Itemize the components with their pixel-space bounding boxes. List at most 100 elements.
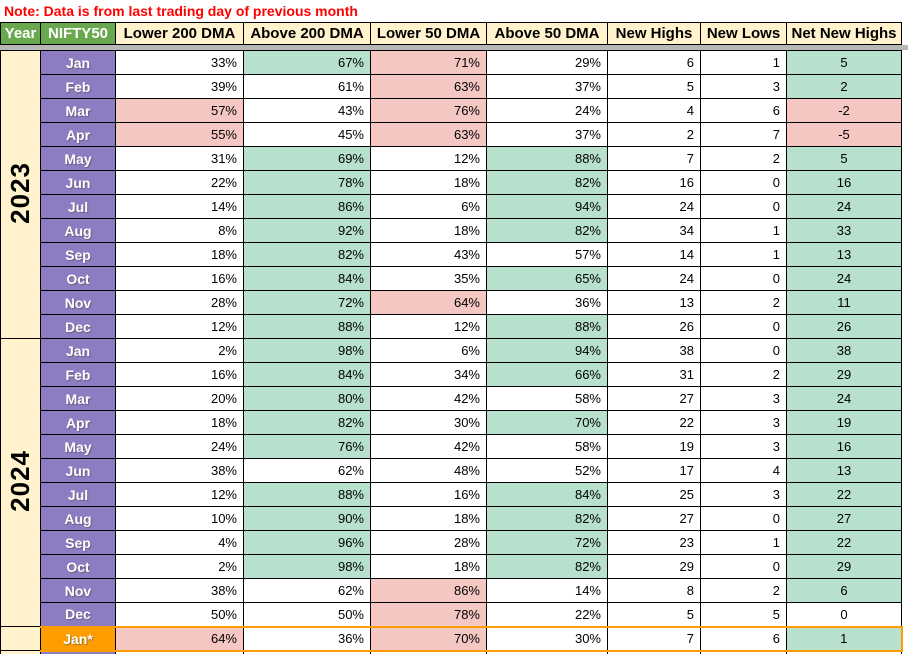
cell-new-highs[interactable]: 27	[607, 386, 701, 411]
cell-lower-50-dma[interactable]: 43%	[370, 242, 487, 267]
header-lower-200-dma[interactable]: Lower 200 DMA	[115, 22, 244, 45]
cell-new-highs[interactable]: 24	[607, 266, 701, 291]
month-cell[interactable]: Sep	[40, 530, 116, 555]
cell-lower-200-dma[interactable]: 64%	[115, 625, 244, 652]
cell-net-new-highs[interactable]: 0	[786, 602, 902, 627]
cell-lower-50-dma[interactable]: 42%	[370, 386, 487, 411]
cell-new-lows[interactable]: 3	[700, 74, 787, 99]
cell-lower-50-dma[interactable]: 18%	[370, 554, 487, 579]
cell-new-highs[interactable]: 7	[607, 146, 701, 171]
cell-lower-200-dma[interactable]: 33%	[115, 50, 244, 75]
cell-above-50-dma[interactable]: 14%	[486, 578, 608, 603]
cell-new-lows[interactable]: 6	[700, 625, 787, 652]
cell-above-50-dma[interactable]: 37%	[486, 122, 608, 147]
cell-new-highs[interactable]: 19	[607, 434, 701, 459]
cell-new-lows[interactable]: 1	[700, 530, 787, 555]
cell-net-new-highs[interactable]: 24	[786, 194, 902, 219]
month-cell[interactable]: May	[40, 146, 116, 171]
cell-above-50-dma[interactable]: 82%	[486, 554, 608, 579]
cell-lower-50-dma[interactable]: 16%	[370, 482, 487, 507]
cell-net-new-highs[interactable]: 2	[786, 74, 902, 99]
cell-above-50-dma[interactable]: 82%	[486, 506, 608, 531]
cell-above-200-dma[interactable]: 90%	[243, 506, 371, 531]
cell-lower-200-dma[interactable]: 2%	[115, 338, 244, 363]
cell-new-highs[interactable]: 38	[607, 338, 701, 363]
cell-lower-50-dma[interactable]: 63%	[370, 122, 487, 147]
month-cell[interactable]: Dec	[40, 314, 116, 339]
header-lower-50-dma[interactable]: Lower 50 DMA	[370, 22, 487, 45]
month-cell[interactable]: Aug	[40, 218, 116, 243]
cell-new-lows[interactable]: 6	[700, 98, 787, 123]
cell-above-200-dma[interactable]: 82%	[243, 242, 371, 267]
month-cell[interactable]: Jun	[40, 458, 116, 483]
cell-new-highs[interactable]: 16	[607, 170, 701, 195]
cell-lower-50-dma[interactable]: 71%	[370, 50, 487, 75]
month-cell[interactable]: Nov	[40, 578, 116, 603]
cell-new-highs[interactable]: 5	[607, 602, 701, 627]
header-new-highs[interactable]: New Highs	[607, 22, 701, 45]
month-cell[interactable]: Oct	[40, 266, 116, 291]
cell-lower-50-dma[interactable]: 76%	[370, 98, 487, 123]
month-cell[interactable]: Mar	[40, 98, 116, 123]
month-cell[interactable]: Jun	[40, 170, 116, 195]
year-cell[interactable]: 2023	[0, 50, 41, 339]
cell-net-new-highs[interactable]: 13	[786, 242, 902, 267]
cell-lower-50-dma[interactable]: 30%	[370, 410, 487, 435]
cell-new-highs[interactable]: 6	[607, 50, 701, 75]
cell-net-new-highs[interactable]: 26	[786, 314, 902, 339]
cell-net-new-highs[interactable]: 24	[786, 386, 902, 411]
month-cell[interactable]: Dec	[40, 602, 116, 627]
cell-lower-200-dma[interactable]: 31%	[115, 146, 244, 171]
cell-above-200-dma[interactable]: 67%	[243, 50, 371, 75]
cell-lower-200-dma[interactable]: 57%	[115, 98, 244, 123]
header-year[interactable]: Year	[0, 22, 41, 45]
cell-new-highs[interactable]: 4	[607, 98, 701, 123]
month-cell[interactable]: May	[40, 434, 116, 459]
cell-above-200-dma[interactable]: 76%	[243, 434, 371, 459]
cell-new-highs[interactable]: 24	[607, 194, 701, 219]
cell-lower-200-dma[interactable]: 18%	[115, 410, 244, 435]
cell-net-new-highs[interactable]: 5	[786, 50, 902, 75]
cell-new-highs[interactable]: 25	[607, 482, 701, 507]
cell-lower-50-dma[interactable]: 42%	[370, 434, 487, 459]
cell-above-200-dma[interactable]: 96%	[243, 530, 371, 555]
cell-new-lows[interactable]: 0	[700, 170, 787, 195]
cell-lower-200-dma[interactable]: 24%	[115, 434, 244, 459]
cell-new-lows[interactable]: 3	[700, 386, 787, 411]
cell-new-lows[interactable]: 1	[700, 218, 787, 243]
cell-new-lows[interactable]: 2	[700, 290, 787, 315]
month-cell[interactable]: Jul	[40, 482, 116, 507]
cell-net-new-highs[interactable]: 13	[786, 458, 902, 483]
cell-above-200-dma[interactable]: 78%	[243, 170, 371, 195]
cell-new-lows[interactable]: 0	[700, 554, 787, 579]
cell-lower-50-dma[interactable]: 12%	[370, 146, 487, 171]
cell-net-new-highs[interactable]: -2	[786, 98, 902, 123]
cell-lower-50-dma[interactable]: 34%	[370, 362, 487, 387]
cell-new-lows[interactable]: 0	[700, 314, 787, 339]
cell-net-new-highs[interactable]: 5	[786, 146, 902, 171]
cell-lower-50-dma[interactable]: 28%	[370, 530, 487, 555]
month-cell[interactable]: Nov	[40, 290, 116, 315]
cell-above-50-dma[interactable]: 58%	[486, 386, 608, 411]
cell-above-200-dma[interactable]: 86%	[243, 194, 371, 219]
cell-new-lows[interactable]: 0	[700, 266, 787, 291]
cell-new-highs[interactable]: 34	[607, 218, 701, 243]
cell-above-200-dma[interactable]: 50%	[243, 602, 371, 627]
cell-new-highs[interactable]: 14	[607, 242, 701, 267]
cell-above-50-dma[interactable]: 29%	[486, 50, 608, 75]
cell-above-200-dma[interactable]: 69%	[243, 146, 371, 171]
month-cell[interactable]: Jan	[40, 50, 116, 75]
cell-lower-50-dma[interactable]: 70%	[370, 625, 487, 652]
cell-lower-200-dma[interactable]: 14%	[115, 194, 244, 219]
cell-above-50-dma[interactable]: 37%	[486, 74, 608, 99]
cell-above-50-dma[interactable]: 84%	[486, 482, 608, 507]
cell-lower-50-dma[interactable]: 18%	[370, 218, 487, 243]
cell-net-new-highs[interactable]: -5	[786, 122, 902, 147]
year-cell[interactable]: 2024	[0, 338, 41, 627]
header-nifty50[interactable]: NIFTY50	[40, 22, 116, 45]
header-new-lows[interactable]: New Lows	[700, 22, 787, 45]
cell-above-200-dma[interactable]: 62%	[243, 578, 371, 603]
month-cell[interactable]: Apr	[40, 410, 116, 435]
cell-lower-200-dma[interactable]: 12%	[115, 482, 244, 507]
cell-above-200-dma[interactable]: 72%	[243, 290, 371, 315]
